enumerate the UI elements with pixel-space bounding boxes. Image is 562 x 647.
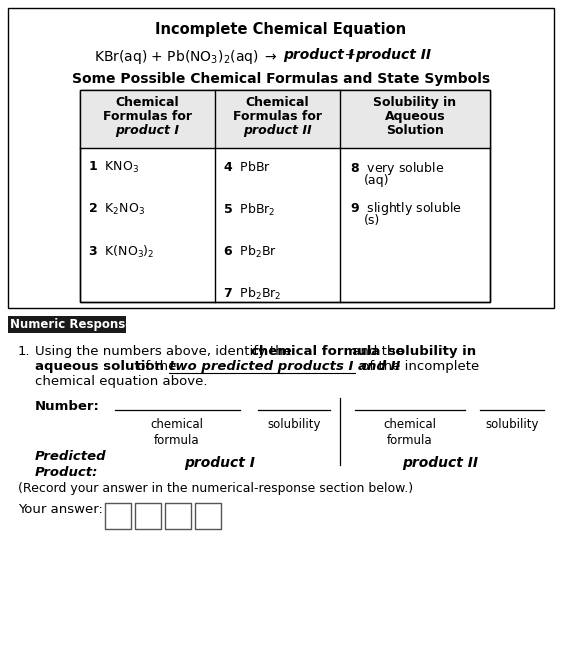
Text: and the: and the bbox=[348, 345, 408, 358]
Text: Your answer:: Your answer: bbox=[18, 503, 103, 516]
Text: Numeric Response: Numeric Response bbox=[10, 318, 133, 331]
Text: Aqueous: Aqueous bbox=[384, 110, 445, 123]
Text: 1.: 1. bbox=[18, 345, 30, 358]
Text: product II: product II bbox=[243, 124, 312, 137]
Bar bbox=[80, 90, 490, 302]
Text: product II: product II bbox=[402, 456, 478, 470]
Bar bbox=[165, 503, 191, 529]
Text: Incomplete Chemical Equation: Incomplete Chemical Equation bbox=[156, 22, 406, 37]
Text: $\mathbf{2}$  K$_2$NO$_3$: $\mathbf{2}$ K$_2$NO$_3$ bbox=[88, 202, 145, 217]
Text: $\mathbf{6}$  Pb$_2$Br: $\mathbf{6}$ Pb$_2$Br bbox=[223, 244, 277, 260]
Bar bbox=[80, 90, 490, 302]
Text: product II: product II bbox=[355, 48, 431, 62]
Text: solubility: solubility bbox=[268, 418, 321, 431]
Text: chemical
formula: chemical formula bbox=[151, 418, 203, 447]
Bar bbox=[80, 90, 490, 148]
Text: of the incomplete: of the incomplete bbox=[357, 360, 479, 373]
Text: +: + bbox=[340, 48, 360, 62]
Text: product I: product I bbox=[116, 124, 179, 137]
Text: chemical
formula: chemical formula bbox=[383, 418, 437, 447]
Text: Number:: Number: bbox=[35, 400, 100, 413]
Text: (Record your answer in the numerical-response section below.): (Record your answer in the numerical-res… bbox=[18, 482, 413, 495]
Text: $\mathbf{9}$  slightly soluble: $\mathbf{9}$ slightly soluble bbox=[350, 200, 462, 217]
Text: Formulas for: Formulas for bbox=[103, 110, 192, 123]
Bar bbox=[105, 503, 131, 529]
Text: Formulas for: Formulas for bbox=[233, 110, 322, 123]
Bar bbox=[8, 8, 554, 308]
Text: $\mathbf{7}$  Pb$_2$Br$_2$: $\mathbf{7}$ Pb$_2$Br$_2$ bbox=[223, 286, 282, 302]
Text: chemical formula: chemical formula bbox=[251, 345, 380, 358]
Text: two predicted products I and II: two predicted products I and II bbox=[169, 360, 400, 373]
Text: Solubility in: Solubility in bbox=[373, 96, 456, 109]
Text: KBr(aq) + Pb(NO$_3$)$_2$(aq) $\rightarrow$: KBr(aq) + Pb(NO$_3$)$_2$(aq) $\rightarro… bbox=[94, 48, 281, 66]
Bar bbox=[135, 503, 161, 529]
Text: of the: of the bbox=[133, 360, 180, 373]
Text: $\mathbf{5}$  PbBr$_2$: $\mathbf{5}$ PbBr$_2$ bbox=[223, 202, 275, 218]
Text: $\mathbf{1}$  KNO$_3$: $\mathbf{1}$ KNO$_3$ bbox=[88, 160, 139, 175]
Text: Chemical: Chemical bbox=[246, 96, 309, 109]
Text: $\mathbf{3}$  K(NO$_3$)$_2$: $\mathbf{3}$ K(NO$_3$)$_2$ bbox=[88, 244, 155, 260]
Text: solubility: solubility bbox=[485, 418, 539, 431]
Bar bbox=[8, 316, 126, 333]
Text: aqueous solution: aqueous solution bbox=[35, 360, 164, 373]
Text: $\mathbf{8}$  very soluble: $\mathbf{8}$ very soluble bbox=[350, 160, 445, 177]
Text: Predicted
Product:: Predicted Product: bbox=[35, 450, 107, 479]
Text: solubility in: solubility in bbox=[388, 345, 476, 358]
Text: Solution: Solution bbox=[386, 124, 444, 137]
Bar bbox=[195, 503, 221, 529]
Text: (s): (s) bbox=[364, 214, 380, 227]
Text: chemical equation above.: chemical equation above. bbox=[35, 375, 207, 388]
Text: product I: product I bbox=[283, 48, 354, 62]
Text: Chemical: Chemical bbox=[116, 96, 179, 109]
Text: Using the numbers above, identify the: Using the numbers above, identify the bbox=[35, 345, 296, 358]
Text: (aq): (aq) bbox=[364, 174, 389, 187]
Text: Some Possible Chemical Formulas and State Symbols: Some Possible Chemical Formulas and Stat… bbox=[72, 72, 490, 86]
Text: product I: product I bbox=[184, 456, 256, 470]
Text: $\mathbf{4}$  PbBr: $\mathbf{4}$ PbBr bbox=[223, 160, 271, 174]
